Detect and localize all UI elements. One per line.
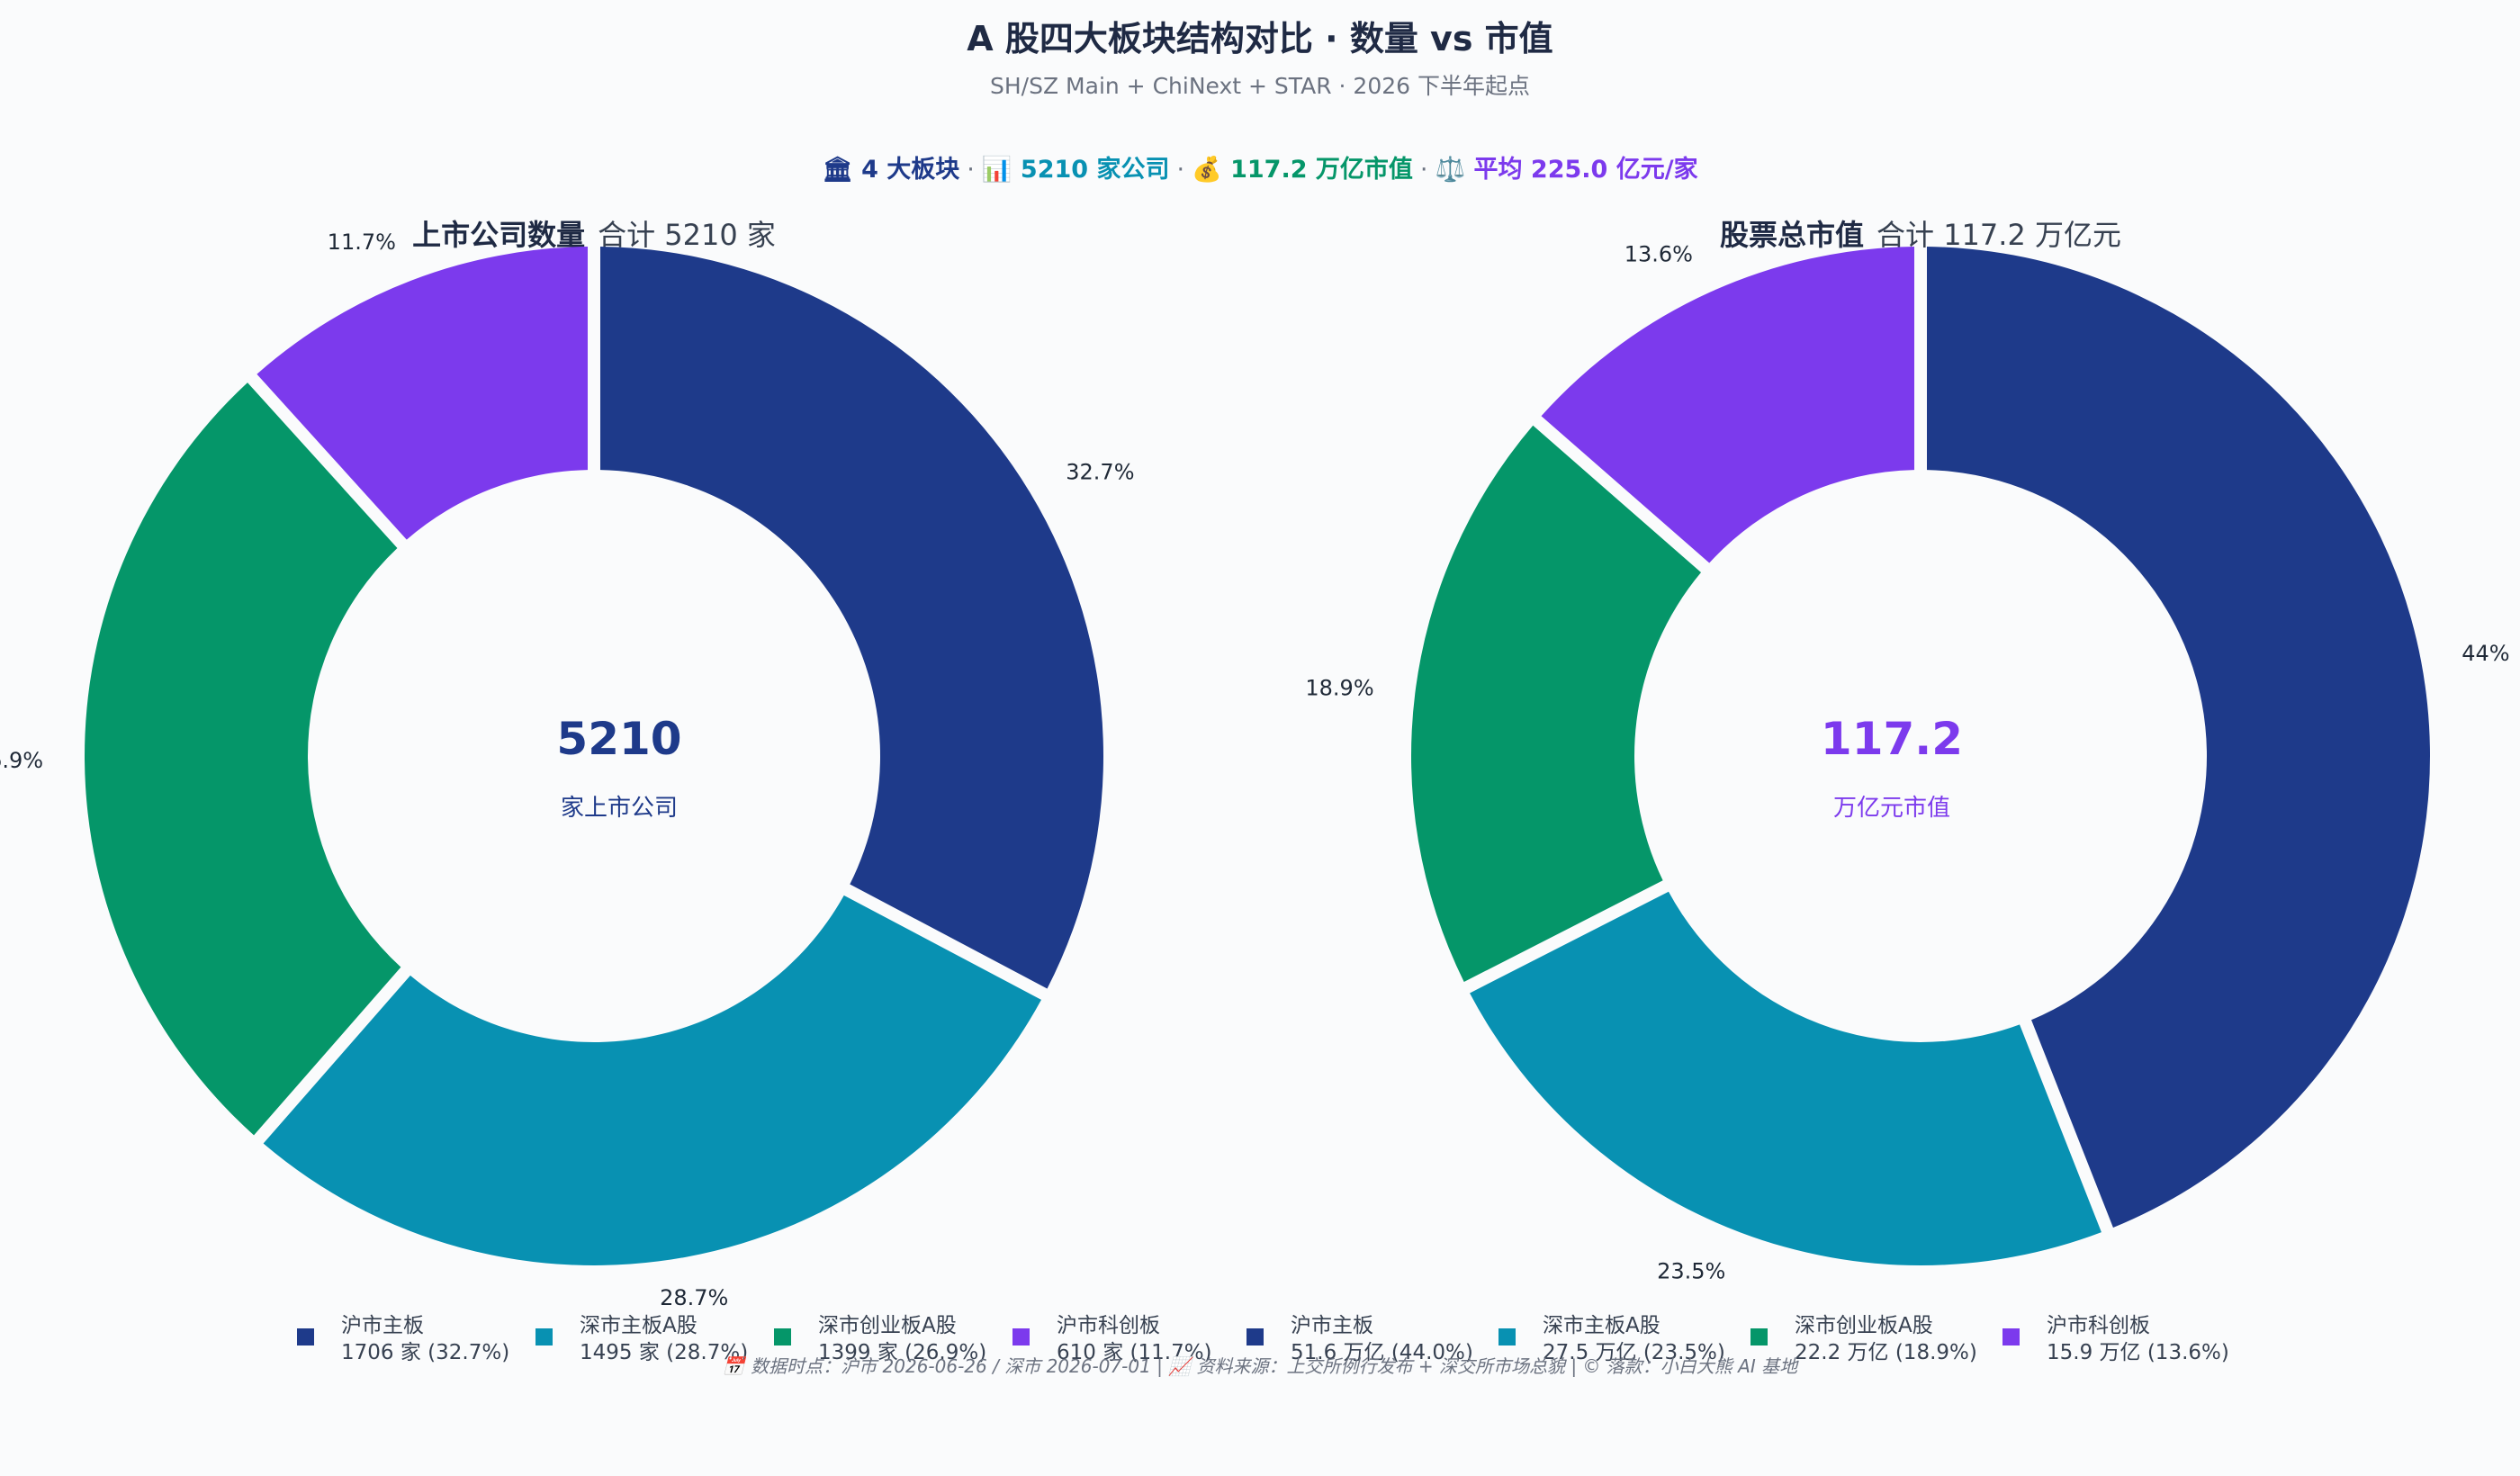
kpi-separator: · [1176, 156, 1185, 184]
chart-subtitle: SH/SZ Main + ChiNext + STAR · 2026 下半年起点 [990, 73, 1530, 99]
legend-category: 沪市主板 [341, 1314, 424, 1337]
count-slice-sz-main [263, 895, 1041, 1265]
legend-text: 沪市科创板 610 家 (11.7%) [1057, 1312, 1212, 1366]
chart-title: A 股四大板块结构对比 · 数量 vs 市值 [967, 19, 1553, 58]
count-slice-sh-star [256, 247, 589, 540]
legend-category: 深市创业板A股 [818, 1314, 957, 1337]
legend-category: 沪市科创板 [1057, 1314, 1160, 1337]
count-pct-label-sh-star: 11.7% [328, 230, 396, 255]
legend-category: 深市创业板A股 [1795, 1314, 1933, 1337]
count-donut: 32.7% 28.7% 26.9% 11.7% [0, 230, 1135, 1310]
legend-item-count-sh-main: 沪市主板 1706 家 (32.7%) [297, 1312, 509, 1366]
legend: 沪市主板 1706 家 (32.7%) 深市主板A股 1495 家 (28.7%) 深市… [297, 1312, 2277, 1375]
legend-item-cap-sh-main: 沪市主板 51.6 万亿 (44.0%) [1246, 1312, 1473, 1366]
cap-donut: 44% 23.5% 18.9% 13.6% [1305, 242, 2509, 1284]
cap-chart-title: 股票总市值 [1720, 218, 1865, 252]
count-chart-total: 合计 5210 家 [598, 218, 776, 252]
legend-text: 深市创业板A股 1399 家 (26.9%) [818, 1312, 986, 1366]
legend-swatch [1012, 1328, 1030, 1346]
legend-swatch [1246, 1328, 1264, 1346]
count-pct-label-sz-main: 28.7% [660, 1285, 728, 1310]
count-pct-label-sz-chinext: 26.9% [0, 748, 43, 773]
legend-item-cap-sh-star: 沪市科创板 15.9 万亿 (13.6%) [2002, 1312, 2229, 1366]
legend-item-cap-sz-main: 深市主板A股 27.5 万亿 (23.5%) [1498, 1312, 1725, 1366]
cap-slice-sz-chinext [1411, 425, 1702, 982]
legend-value: 1399 家 (26.9%) [818, 1341, 987, 1364]
legend-text: 沪市主板 1706 家 (32.7%) [341, 1312, 509, 1366]
count-chart-title: 上市公司数量 [412, 218, 586, 252]
cap-pct-label-sh-main: 44% [2462, 641, 2509, 666]
legend-text: 深市主板A股 27.5 万亿 (23.5%) [1543, 1312, 1725, 1366]
cap-slice-sz-main [1470, 891, 2102, 1265]
legend-value: 27.5 万亿 (23.5%) [1543, 1341, 1725, 1364]
cap-slice-sh-main [1926, 247, 2430, 1228]
count-slice-sz-chinext [84, 382, 401, 1136]
kpi-companies: 📊 5210 家公司 [981, 156, 1170, 184]
legend-swatch [1750, 1328, 1768, 1346]
legend-category: 深市主板A股 [580, 1314, 698, 1337]
legend-text: 深市创业板A股 22.2 万亿 (18.9%) [1795, 1312, 1977, 1366]
cap-pct-label-sh-star: 13.6% [1624, 242, 1693, 267]
legend-item-count-sh-star: 沪市科创板 610 家 (11.7%) [1012, 1312, 1212, 1366]
cap-slice-sh-star [1541, 247, 1915, 563]
count-slice-sh-main [599, 247, 1103, 989]
count-chart-heading: 上市公司数量 合计 5210 家 [189, 212, 999, 254]
legend-item-count-sz-main: 深市主板A股 1495 家 (28.7%) [536, 1312, 748, 1366]
legend-text: 沪市科创板 15.9 万亿 (13.6%) [2047, 1312, 2229, 1366]
legend-text: 沪市主板 51.6 万亿 (44.0%) [1291, 1312, 1473, 1366]
legend-value: 1495 家 (28.7%) [580, 1341, 749, 1364]
legend-swatch [2002, 1328, 2020, 1346]
footer-note: 📅 数据时点：沪市 2026-06-26 / 深市 2026-07-01 | 📈… [722, 1355, 1798, 1377]
legend-text: 深市主板A股 1495 家 (28.7%) [580, 1312, 748, 1366]
kpi-summary-line: 🏛 4 大板块 · 📊 5210 家公司 · 💰 117.2 万亿市值 · ⚖️ 平均 22… [0, 149, 2520, 184]
cap-pct-label-sz-main: 23.5% [1657, 1258, 1725, 1283]
cap-pct-label-sz-chinext: 18.9% [1305, 676, 1373, 701]
legend-swatch [774, 1328, 791, 1346]
legend-item-cap-sz-chinext: 深市创业板A股 22.2 万亿 (18.9%) [1750, 1312, 1977, 1366]
count-pct-label-sh-main: 32.7% [1066, 459, 1134, 484]
legend-category: 沪市科创板 [2047, 1314, 2150, 1337]
kpi-market-cap: 💰 117.2 万亿市值 [1192, 156, 1413, 184]
legend-category: 深市主板A股 [1543, 1314, 1660, 1337]
kpi-boards: 🏛 4 大板块 [822, 156, 960, 184]
legend-swatch [1498, 1328, 1516, 1346]
legend-value: 51.6 万亿 (44.0%) [1291, 1341, 1473, 1364]
count-center-label: 家上市公司 [561, 795, 678, 822]
cap-chart-heading: 股票总市值 合计 117.2 万亿元 [1516, 212, 2326, 254]
legend-item-count-sz-chinext: 深市创业板A股 1399 家 (26.9%) [774, 1312, 986, 1366]
legend-swatch [536, 1328, 553, 1346]
kpi-separator: · [967, 156, 975, 184]
legend-value: 15.9 万亿 (13.6%) [2047, 1341, 2229, 1364]
legend-category: 沪市主板 [1291, 1314, 1373, 1337]
legend-value: 1706 家 (32.7%) [341, 1341, 510, 1364]
kpi-separator: · [1419, 156, 1428, 184]
count-center-value: 5210 [556, 713, 681, 765]
legend-value: 610 家 (11.7%) [1057, 1341, 1212, 1364]
cap-center-value: 117.2 [1821, 713, 1963, 765]
legend-swatch [297, 1328, 314, 1346]
cap-center-label: 万亿元市值 [1833, 795, 1950, 822]
cap-chart-total: 合计 117.2 万亿元 [1876, 218, 2121, 252]
kpi-average: ⚖️ 平均 225.0 亿元/家 [1435, 156, 1698, 184]
legend-value: 22.2 万亿 (18.9%) [1795, 1341, 1977, 1364]
